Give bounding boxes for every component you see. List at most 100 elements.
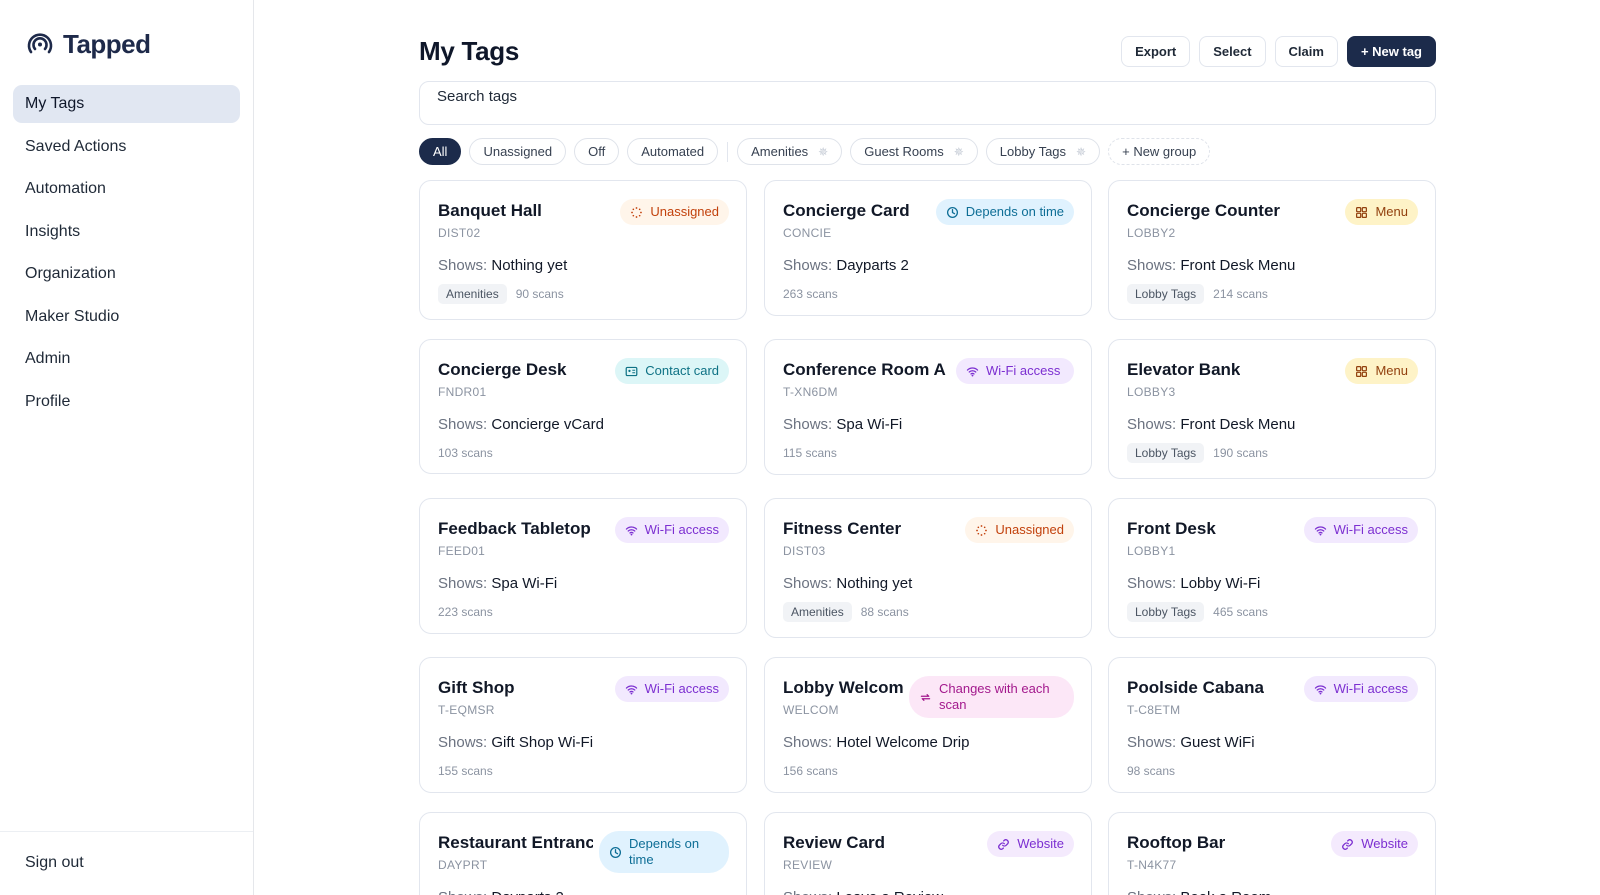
badge-label: Wi-Fi access (644, 681, 719, 696)
filter-chip-automated[interactable]: Automated (627, 138, 719, 165)
search-input[interactable]: Search tags (419, 81, 1436, 125)
sidebar-item-insights[interactable]: Insights (25, 222, 81, 240)
tag-code: T-EQMSR (438, 703, 495, 717)
shows-label: Shows: (438, 575, 492, 592)
settings-gear-icon[interactable]: ✵ (953, 144, 964, 159)
brand-logo[interactable]: Tapped (26, 28, 151, 60)
group-pill: Lobby Tags (1127, 443, 1205, 463)
tag-shows: Shows: Gift Shop Wi-Fi (438, 734, 593, 751)
tag-card[interactable]: Concierge Desk FNDR01 Shows: Concierge vCa… (419, 339, 747, 474)
filter-chip-off[interactable]: Off (574, 138, 620, 165)
badge-label: Website (1361, 836, 1408, 851)
scan-count: 465 scans (1213, 605, 1268, 619)
badge-label: Unassigned (650, 204, 719, 219)
badge-wifi: Wi-Fi access (1303, 517, 1418, 543)
tag-meta: 115 scans (783, 446, 837, 460)
shows-value: Front Desk Menu (1180, 257, 1296, 274)
spinner-icon (976, 524, 988, 536)
new-tag-button[interactable]: + New tag (1346, 36, 1436, 67)
tag-card[interactable]: Front Desk LOBBY1 Shows: Lobby Wi-Fi Lobby … (1108, 498, 1436, 638)
tag-card[interactable]: Restaurant Entrance DAYPRT Shows: Dayparts… (419, 812, 747, 895)
tag-title: Rooftop Bar (1127, 833, 1226, 852)
tag-shows: Shows: Spa Wi-Fi (438, 575, 557, 592)
group-chip-amenities[interactable]: Amenities ✵ (737, 138, 843, 165)
claim-button[interactable]: Claim (1274, 36, 1338, 67)
scan-count: 156 scans (783, 764, 838, 778)
badge-label: Wi-Fi access (644, 522, 719, 537)
tag-shows: Shows: Dayparts 2 (438, 889, 564, 895)
export-button[interactable]: Export (1121, 36, 1191, 67)
shows-label: Shows: (438, 734, 492, 751)
tag-card[interactable]: Lobby Welcome WELCOM Shows: Hotel Welcome … (764, 657, 1092, 793)
badge-label: Unassigned (995, 522, 1064, 537)
group-chip-guest-rooms[interactable]: Guest Rooms ✵ (850, 138, 978, 165)
badge-menu: Menu (1345, 358, 1418, 384)
settings-gear-icon[interactable]: ✵ (818, 144, 829, 159)
sidebar-item-my-tags[interactable]: My Tags (13, 85, 240, 123)
tag-meta: Amenities 88 scans (783, 602, 909, 622)
badge-wifi: Wi-Fi access (956, 358, 1074, 384)
tag-title: Front Desk (1127, 519, 1216, 538)
clock-icon (946, 206, 958, 218)
shows-label: Shows: (783, 416, 837, 433)
tag-card[interactable]: Banquet Hall DIST02 Shows: Nothing yet Amen… (419, 180, 747, 320)
tag-shows: Shows: Guest WiFi (1127, 734, 1255, 751)
id-card-icon (625, 366, 638, 376)
select-button[interactable]: Select (1199, 36, 1266, 67)
sidebar-item-automation[interactable]: Automation (25, 180, 106, 197)
badge-label: Wi-Fi access (1333, 681, 1408, 696)
tag-meta: Amenities 90 scans (438, 284, 564, 304)
group-chip-lobby-tags[interactable]: Lobby Tags ✵ (985, 138, 1101, 165)
sidebar-nav: My Tags Saved Actions Automation Insights Or… (13, 85, 240, 425)
sign-out-button[interactable]: Sign out (25, 854, 84, 871)
tag-card[interactable]: Gift Shop T-EQMSR Shows: Gift Shop Wi-Fi 15… (419, 657, 747, 793)
shows-value: Lobby Wi-Fi (1180, 575, 1261, 592)
badge-rotate: Changes with each scan (909, 676, 1074, 718)
sidebar-item-profile[interactable]: Profile (25, 392, 71, 410)
tag-card[interactable]: Concierge Counter LOBBY2 Shows: Front Desk… (1108, 180, 1436, 320)
grid-icon (1356, 365, 1368, 377)
scan-count: 115 scans (783, 446, 837, 460)
badge-web: Website (987, 831, 1074, 857)
badge-time: Depends on time (599, 831, 729, 873)
tag-code: LOBBY3 (1127, 385, 1176, 399)
sidebar-item-saved-actions[interactable]: Saved Actions (25, 137, 127, 155)
tag-title: Concierge Desk (438, 360, 567, 379)
wifi-icon (625, 525, 637, 535)
tag-title: Banquet Hall (438, 201, 542, 220)
scan-count: 90 scans (515, 287, 564, 301)
tag-code: LOBBY2 (1127, 226, 1176, 240)
filter-chip-unassigned[interactable]: Unassigned (469, 138, 567, 165)
shows-label: Shows: (783, 734, 837, 751)
shows-value: Guest WiFi (1180, 734, 1255, 751)
tag-card[interactable]: Poolside Cabana T-C8ETM Shows: Guest WiFi 9… (1108, 657, 1436, 793)
sidebar-item-organization[interactable]: Organization (25, 265, 116, 282)
tag-card[interactable]: Rooftop Bar T-N4K77 Shows: Book a Room Webs… (1108, 812, 1436, 895)
tag-card[interactable]: Review Card REVIEW Shows: Leave a Review We… (764, 812, 1092, 895)
tag-shows: Shows: Concierge vCard (438, 416, 604, 433)
tag-meta: Lobby Tags 214 scans (1127, 284, 1268, 304)
tag-code: T-XN6DM (783, 385, 838, 399)
badge-label: Wi-Fi access (1333, 522, 1408, 537)
shows-label: Shows: (1127, 257, 1181, 274)
tag-title: Concierge Card (783, 201, 910, 220)
wifi-icon (625, 684, 637, 694)
toolbar: Export Select Claim + New tag (1121, 36, 1436, 67)
shows-label: Shows: (1127, 575, 1181, 592)
badge-web: Website (1331, 831, 1418, 857)
tag-card[interactable]: Feedback Tabletop FEED01 Shows: Spa Wi-Fi 2… (419, 498, 747, 634)
tag-shows: Shows: Front Desk Menu (1127, 416, 1295, 433)
badge-wifi: Wi-Fi access (614, 676, 729, 702)
tag-card[interactable]: Conference Room A T-XN6DM Shows: Spa Wi-Fi… (764, 339, 1092, 475)
tag-card[interactable]: Elevator Bank LOBBY3 Shows: Front Desk Men… (1108, 339, 1436, 479)
tag-card[interactable]: Concierge Card CONCIE Shows: Dayparts 2 263… (764, 180, 1092, 316)
tag-meta: 98 scans (1127, 764, 1175, 778)
sidebar-item-admin[interactable]: Admin (25, 350, 71, 367)
badge-label: Depends on time (629, 836, 700, 867)
tag-card[interactable]: Fitness Center DIST03 Shows: Nothing yet Am… (764, 498, 1092, 638)
new-group-button[interactable]: + New group (1108, 138, 1211, 165)
tag-shows: Shows: Lobby Wi-Fi (1127, 575, 1260, 592)
settings-gear-icon[interactable]: ✵ (1076, 144, 1087, 159)
sidebar-item-maker-studio[interactable]: Maker Studio (25, 307, 120, 325)
filter-chip-all[interactable]: All (419, 138, 462, 165)
